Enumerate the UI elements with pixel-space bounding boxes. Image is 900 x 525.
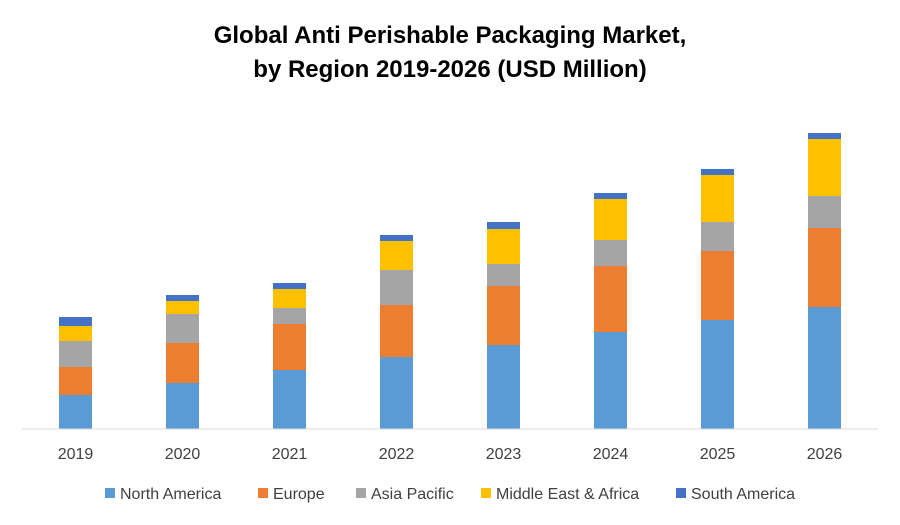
legend-label-asia-pacific: Asia Pacific xyxy=(371,486,454,503)
bar-segment-europe-2023 xyxy=(487,286,520,345)
bar-segment-europe-2024 xyxy=(594,266,627,332)
legend-swatch-north-america xyxy=(105,488,115,498)
bar-segment-europe-2021 xyxy=(273,324,306,370)
x-tick-label-2024: 2024 xyxy=(593,446,629,463)
chart-title-line-1: Global Anti Perishable Packaging Market, xyxy=(213,22,687,49)
bar-segment-asia-pacific-2024 xyxy=(594,240,627,266)
bar-segment-middle-east-africa-2020 xyxy=(166,301,199,314)
bar-segment-south-america-2020 xyxy=(166,295,199,301)
x-tick-label-2022: 2022 xyxy=(379,446,415,463)
legend-label-middle-east-africa: Middle East & Africa xyxy=(496,486,639,503)
x-tick-labels: 2019 2020 2021 2022 2023 2024 2025 2026 xyxy=(58,446,843,463)
bar-segment-south-america-2025 xyxy=(701,169,734,175)
bar-segment-north-america-2022 xyxy=(380,357,413,429)
bar-segment-asia-pacific-2019 xyxy=(59,341,92,367)
bar-segment-europe-2019 xyxy=(59,367,92,395)
bar-segment-north-america-2020 xyxy=(166,383,199,429)
chart-title-line-2: by Region 2019-2026 (USD Million) xyxy=(253,56,647,83)
bar-segment-north-america-2023 xyxy=(487,345,520,429)
x-tick-label-2025: 2025 xyxy=(700,446,736,463)
x-tick-label-2020: 2020 xyxy=(165,446,201,463)
legend-swatch-europe xyxy=(258,488,268,498)
legend-swatch-middle-east-africa xyxy=(481,488,491,498)
bars-layer xyxy=(59,133,841,429)
bar-segment-north-america-2025 xyxy=(701,320,734,429)
bar-segment-asia-pacific-2021 xyxy=(273,308,306,324)
x-tick-label-2026: 2026 xyxy=(807,446,843,463)
bar-segment-south-america-2023 xyxy=(487,222,520,229)
legend: North America Europe Asia Pacific Middle Ea… xyxy=(105,486,795,503)
x-tick-label-2023: 2023 xyxy=(486,446,522,463)
bar-segment-middle-east-africa-2026 xyxy=(808,139,841,196)
bar-segment-north-america-2026 xyxy=(808,307,841,429)
legend-label-north-america: North America xyxy=(120,486,221,503)
legend-swatch-south-america xyxy=(676,488,686,498)
bar-segment-asia-pacific-2020 xyxy=(166,314,199,343)
bar-segment-south-america-2026 xyxy=(808,133,841,139)
legend-label-south-america: South America xyxy=(691,486,795,503)
bar-segment-asia-pacific-2026 xyxy=(808,196,841,228)
bar-segment-middle-east-africa-2022 xyxy=(380,241,413,270)
bar-segment-south-america-2024 xyxy=(594,193,627,199)
bar-segment-europe-2022 xyxy=(380,305,413,357)
bar-segment-north-america-2021 xyxy=(273,370,306,429)
bar-segment-middle-east-africa-2023 xyxy=(487,229,520,264)
bar-segment-europe-2025 xyxy=(701,251,734,320)
bar-segment-asia-pacific-2023 xyxy=(487,264,520,286)
bar-segment-north-america-2019 xyxy=(59,395,92,429)
bar-segment-middle-east-africa-2019 xyxy=(59,326,92,341)
bar-segment-south-america-2021 xyxy=(273,283,306,289)
bar-segment-middle-east-africa-2024 xyxy=(594,199,627,240)
bar-segment-middle-east-africa-2021 xyxy=(273,289,306,308)
bar-segment-north-america-2024 xyxy=(594,332,627,429)
bar-segment-south-america-2019 xyxy=(59,317,92,326)
bar-segment-europe-2026 xyxy=(808,228,841,307)
bar-segment-asia-pacific-2022 xyxy=(380,270,413,305)
x-tick-label-2019: 2019 xyxy=(58,446,94,463)
legend-swatch-asia-pacific xyxy=(356,488,366,498)
x-tick-label-2021: 2021 xyxy=(272,446,308,463)
bar-segment-middle-east-africa-2025 xyxy=(701,175,734,222)
bar-segment-europe-2020 xyxy=(166,343,199,383)
bar-segment-asia-pacific-2025 xyxy=(701,222,734,251)
legend-label-europe: Europe xyxy=(273,486,325,503)
bar-segment-south-america-2022 xyxy=(380,235,413,241)
